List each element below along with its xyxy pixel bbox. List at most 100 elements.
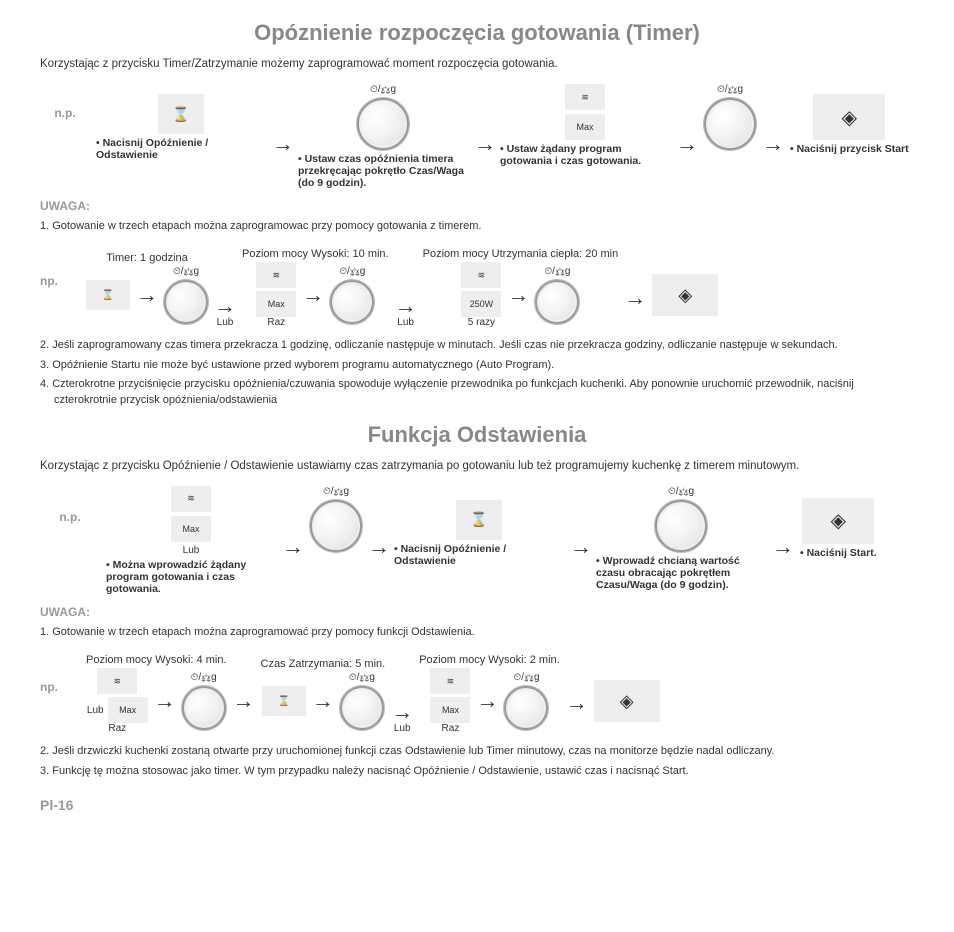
dial-step: ⏲/⚖g Ustaw czas opóźnienia timera przekr… <box>298 84 468 189</box>
uwaga-label: UWAGA: <box>40 199 914 213</box>
hourglass-button: ⌛ <box>158 94 204 134</box>
micro-icon: ≋ <box>478 270 486 281</box>
hourglass-button: ⌛ <box>86 280 130 310</box>
arrow-icon: → <box>214 295 236 317</box>
max-button: Max <box>256 291 296 317</box>
lub-label: Lub <box>394 723 411 734</box>
start-icon: ◈ <box>678 285 692 306</box>
page-number: Pl-16 <box>40 797 914 813</box>
hourglass-button: ⌛ <box>262 686 306 716</box>
arrow-icon: → <box>272 133 292 155</box>
micro-icon: ≋ <box>447 676 455 687</box>
micro-icon: ≋ <box>273 270 281 281</box>
arrow-icon: → <box>395 295 417 317</box>
arrow-icon: → <box>282 536 304 558</box>
arrow-icon: → <box>676 133 698 155</box>
section1-notes-bottom: 2. Jeśli zaprogramowany czas timera prze… <box>40 338 914 408</box>
micro-button: ≋ <box>171 486 211 512</box>
start-icon: ◈ <box>620 691 634 712</box>
arrow-icon: → <box>566 692 588 714</box>
max-button: Max <box>430 697 470 723</box>
note: 4. Czterokrotne przyciśnięcie przycisku … <box>40 377 914 408</box>
section1-flow2: np. Timer: 1 godzina ⌛ → ⏲/⚖g →Lub Pozio… <box>40 248 914 328</box>
head3: Poziom mocy Utrzymania ciepła: 20 min <box>423 248 619 260</box>
arrow-icon: → <box>154 690 176 712</box>
section2-flow2: np. Poziom mocy Wysoki: 4 min. ≋ Lub Max… <box>40 654 914 734</box>
start-button: ◈ <box>594 680 660 722</box>
uwaga-label2: UWAGA: <box>40 605 914 619</box>
section2-notes-bottom: 2. Jeśli drzwiczki kuchenki zostaną otwa… <box>40 744 914 779</box>
np-label: n.p. <box>54 106 75 120</box>
raz-label: Raz <box>267 317 285 328</box>
micro-icon: ≋ <box>113 676 121 687</box>
hourglass-icon: ⌛ <box>102 290 114 301</box>
dial-icon <box>164 280 208 324</box>
micro-icon: ≋ <box>581 92 589 103</box>
dial-step2: ⏲/⚖g <box>704 84 756 150</box>
dial-icon <box>504 686 548 730</box>
instr1: Nacisnij Opóźnienie / Odstawienie <box>96 137 266 161</box>
lub-label: Lub <box>183 545 200 556</box>
arrow-icon: → <box>762 133 784 155</box>
section1-intro: Korzystając z przycisku Timer/Zatrzymani… <box>40 58 914 70</box>
hourglass-icon: ⌛ <box>470 511 487 528</box>
note: 3. Funkcję tę można stosowac jako timer.… <box>40 764 914 779</box>
s2instr4: Naciśnij Start. <box>800 547 877 559</box>
note: 3. Opóźnienie Startu nie może być ustawi… <box>40 358 914 373</box>
max-button: Max <box>108 697 148 723</box>
arrow-icon: → <box>624 287 646 309</box>
micro-icon: ≋ <box>187 493 195 504</box>
note: 1. Gotowanie w trzech etapach można zapr… <box>40 219 914 234</box>
np-label2: np. <box>40 680 80 694</box>
s2head3: Poziom mocy Wysoki: 2 min. <box>419 654 560 666</box>
s2instr1: Można wprowadzić żądany program gotowani… <box>106 559 276 595</box>
dial-icon <box>535 280 579 324</box>
section1-flow1: n.p. ⌛ Nacisnij Opóźnienie / Odstawienie… <box>40 84 914 189</box>
arrow-icon: → <box>312 690 334 712</box>
hourglass-icon: ⌛ <box>172 106 189 123</box>
arrow-icon: → <box>476 690 498 712</box>
micro-button: ≋ <box>461 262 501 288</box>
micro-max-stack: ≋ Max <box>565 84 605 140</box>
np-label: n.p. <box>59 510 80 524</box>
head1: Timer: 1 godzina <box>106 252 188 264</box>
arrow-icon: → <box>136 284 158 306</box>
s2instr3: Wprowadź chcianą wartość czasu obracając… <box>596 555 766 591</box>
np-label2: np. <box>40 274 80 288</box>
arrow-icon: → <box>474 133 494 155</box>
dial-icon <box>357 98 409 150</box>
instr4: Naciśnij przycisk Start <box>790 143 909 155</box>
dial-icon <box>330 280 374 324</box>
hourglass-icon: ⌛ <box>278 696 290 707</box>
max-button: Max <box>171 516 211 542</box>
arrow-icon: → <box>233 690 255 712</box>
raz-label: Raz <box>442 723 460 734</box>
note: 1. Gotowanie w trzech etapach można zapr… <box>40 625 914 640</box>
lub-label: Lub <box>217 317 234 328</box>
dial-icon <box>310 500 362 552</box>
w250-button: 250W <box>461 291 501 317</box>
micro-button: ≋ <box>97 668 137 694</box>
lub-label: Lub <box>397 317 414 328</box>
raz-label: Raz <box>108 723 126 734</box>
dial-icon <box>182 686 226 730</box>
section2-flow1: n.p. ≋ Max Lub Można wprowadzić żądany p… <box>40 486 914 595</box>
dial-icon <box>655 500 707 552</box>
start-button: ◈ <box>652 274 718 316</box>
s2instr2: Nacisnij Opóźnienie / Odstawienie <box>394 543 564 567</box>
start-icon: ◈ <box>842 105 857 130</box>
section2-notes-top: 1. Gotowanie w trzech etapach można zapr… <box>40 625 914 640</box>
micro-button: ≋ <box>256 262 296 288</box>
section1-title: Opóznienie rozpoczęcia gotowania (Timer) <box>40 20 914 46</box>
s2head2: Czas Zatrzymania: 5 min. <box>261 658 386 670</box>
instr2: Ustaw czas opóźnienia timera przekręcają… <box>298 153 468 189</box>
start-icon: ◈ <box>831 508 846 533</box>
dial-icon <box>704 98 756 150</box>
lub-label: Lub <box>87 705 104 716</box>
arrow-icon: → <box>570 536 590 558</box>
dial-icon <box>340 686 384 730</box>
note: 2. Jeśli zaprogramowany czas timera prze… <box>40 338 914 353</box>
micro-button: ≋ <box>430 668 470 694</box>
start-button: ◈ <box>802 498 874 544</box>
arrow-icon: → <box>507 284 529 306</box>
